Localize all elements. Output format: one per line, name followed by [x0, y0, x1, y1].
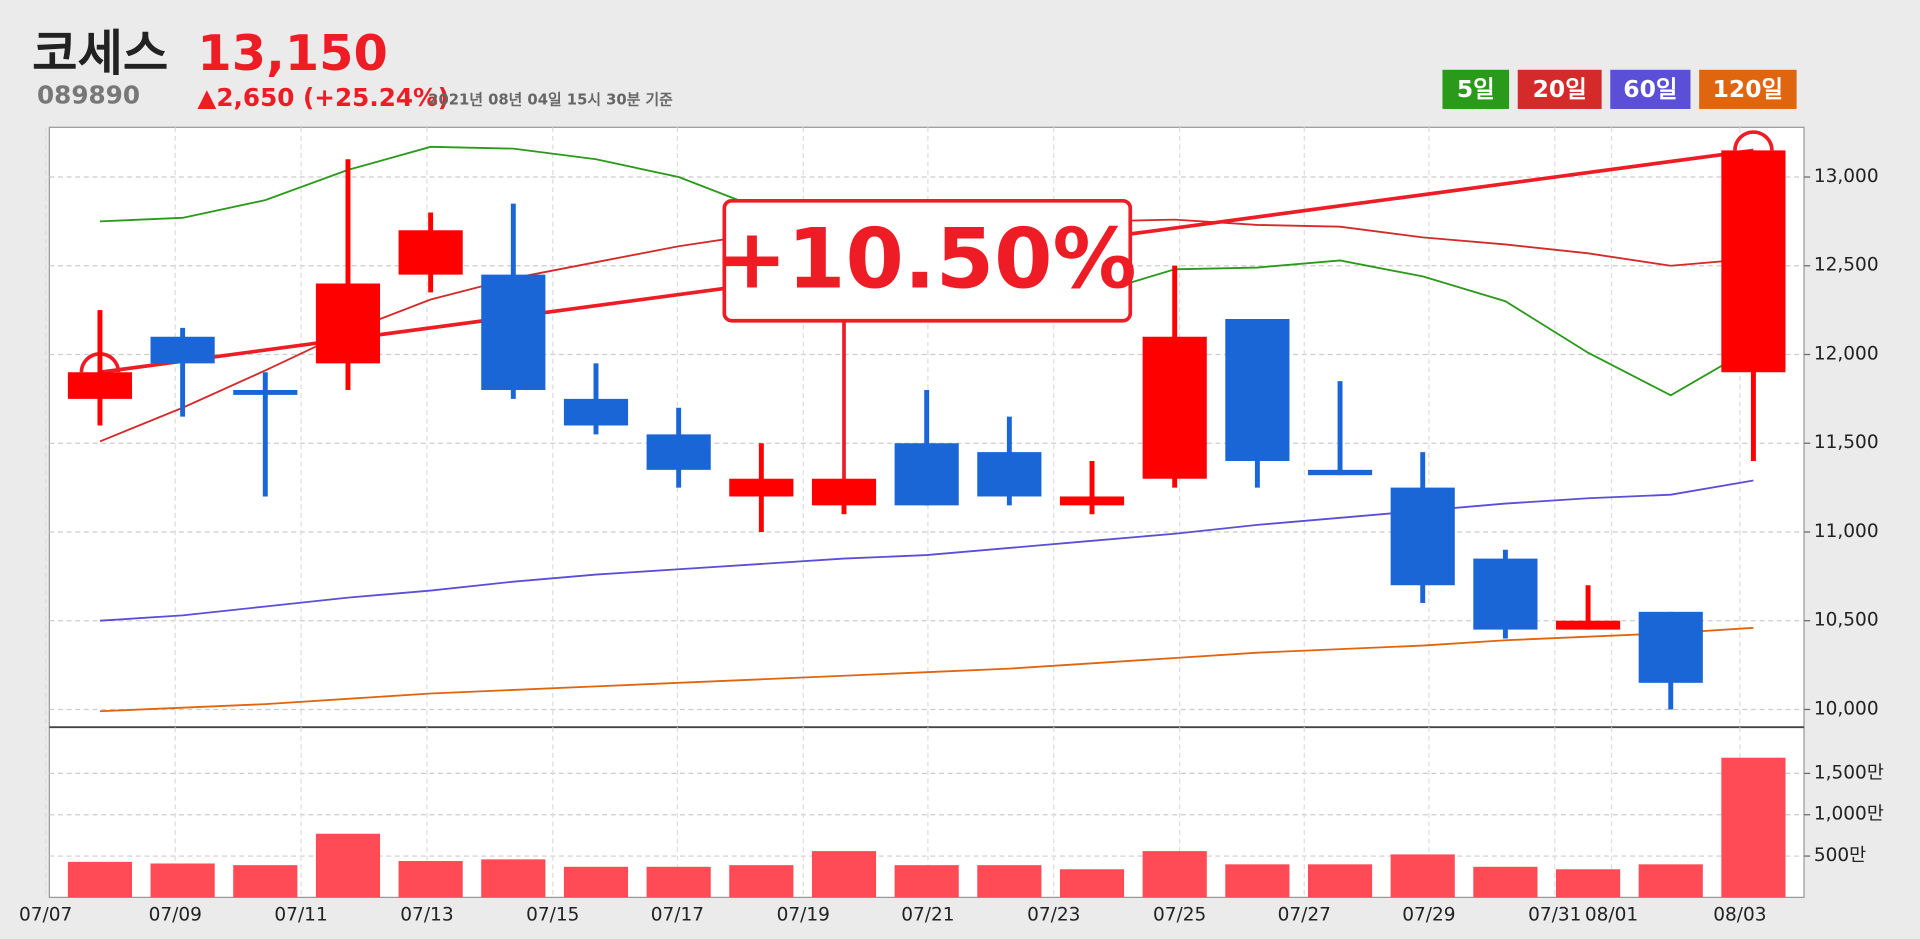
volume-bar	[646, 866, 711, 898]
x-tick-label: 07/17	[651, 905, 704, 926]
candle-body	[1638, 611, 1703, 683]
volume-bar	[811, 851, 877, 898]
volume-bar	[563, 866, 629, 898]
legend-button[interactable]	[1699, 69, 1797, 109]
volume-bar	[481, 859, 546, 898]
y-tick-label: 12,500	[1814, 255, 1879, 276]
volume-tick-label: 1,000만	[1814, 804, 1884, 825]
callout-box	[722, 198, 1133, 323]
candle-body	[646, 434, 711, 470]
volume-bar	[729, 865, 794, 898]
x-tick-label: 07/13	[400, 905, 453, 926]
candle-body	[729, 478, 794, 497]
stock-code: 089890	[37, 81, 140, 110]
y-tick-label: 11,500	[1814, 432, 1879, 453]
candle-body	[67, 372, 133, 399]
candle-body	[150, 336, 215, 364]
x-tick-label: 07/31	[1528, 905, 1581, 926]
x-tick-label: 07/23	[1027, 905, 1080, 926]
volume-bar	[1555, 869, 1621, 898]
callout-text: +10.50%	[717, 210, 1137, 308]
x-tick-label: 07/11	[274, 905, 327, 926]
volume-bar	[1390, 854, 1455, 898]
y-tick-label: 13,000	[1814, 166, 1879, 187]
legend-label[interactable]: 120일	[1713, 75, 1783, 103]
volume-tick-label: 500만	[1814, 845, 1866, 866]
stock-price: 13,150	[197, 24, 387, 82]
candle-body	[1555, 620, 1621, 630]
candle-body	[481, 274, 546, 390]
volume-bar	[67, 861, 133, 898]
overlay: +10.50%	[717, 198, 1137, 479]
candle-body	[811, 478, 877, 506]
y-tick-label: 10,000	[1814, 699, 1879, 720]
y-tick-label: 11,000	[1814, 521, 1879, 542]
legend-label[interactable]: 5일	[1457, 75, 1495, 103]
stock-name: 코세스	[32, 24, 168, 82]
volume-bar	[1059, 869, 1125, 898]
volume-bar	[1638, 864, 1703, 898]
candle-body	[1473, 558, 1538, 630]
volume-bar	[1473, 866, 1538, 898]
x-tick-label: 07/09	[149, 905, 202, 926]
legend-label[interactable]: 60일	[1623, 75, 1677, 103]
y-tick-label: 12,000	[1814, 344, 1879, 365]
legend-button[interactable]	[1517, 69, 1602, 109]
volume-bar	[977, 865, 1042, 898]
legend-button[interactable]	[1610, 69, 1691, 109]
volume-bar	[150, 863, 215, 898]
candle-body	[1142, 336, 1207, 479]
volume-bar	[1307, 864, 1373, 898]
candle-body	[398, 230, 463, 275]
candle-body	[233, 389, 298, 395]
volume-bar	[233, 865, 298, 898]
candle-body	[894, 443, 959, 506]
x-tick-label: 07/21	[901, 905, 954, 926]
candle-body	[563, 398, 629, 426]
x-tick-label: 07/27	[1278, 905, 1331, 926]
legend-button[interactable]	[1442, 69, 1510, 109]
volume-bar	[894, 865, 959, 898]
x-tick-label: 07/15	[526, 905, 579, 926]
x-tick-label: 07/25	[1153, 905, 1206, 926]
timestamp: 2021년 08년 04일 15시 30분 기준	[428, 91, 673, 108]
candle-body	[1721, 150, 1786, 373]
candle-body	[1225, 319, 1290, 461]
x-tick-label: 07/07	[19, 905, 72, 926]
volume-bar	[398, 861, 463, 898]
ma-line	[99, 626, 1754, 713]
x-tick-label: 08/03	[1713, 905, 1766, 926]
ma-line	[99, 479, 1754, 622]
candle-body	[1307, 469, 1373, 476]
price-change: ▲2,650 (+25.24%)	[197, 83, 449, 112]
trend-marker	[1733, 130, 1774, 151]
marks	[67, 150, 1786, 898]
legend-label[interactable]: 20일	[1533, 75, 1587, 103]
volume-bar	[1721, 757, 1786, 898]
volume-tick-label: 1,500만	[1814, 762, 1884, 783]
candle-body	[315, 283, 381, 364]
volume-bar	[1225, 864, 1290, 898]
candle-body	[977, 452, 1042, 497]
candle-body	[1059, 496, 1125, 506]
x-tick-label: 07/19	[777, 905, 830, 926]
x-tick-label: 08/01	[1585, 905, 1638, 926]
y-tick-label: 10,500	[1814, 610, 1879, 631]
x-tick-label: 07/29	[1402, 905, 1455, 926]
volume-bar	[315, 833, 381, 898]
grid: 10,000 10,500 11,000 11,500 12,000 12,500 13,0…	[19, 127, 1884, 926]
candle-body	[1390, 487, 1455, 586]
volume-bar	[1142, 851, 1207, 898]
